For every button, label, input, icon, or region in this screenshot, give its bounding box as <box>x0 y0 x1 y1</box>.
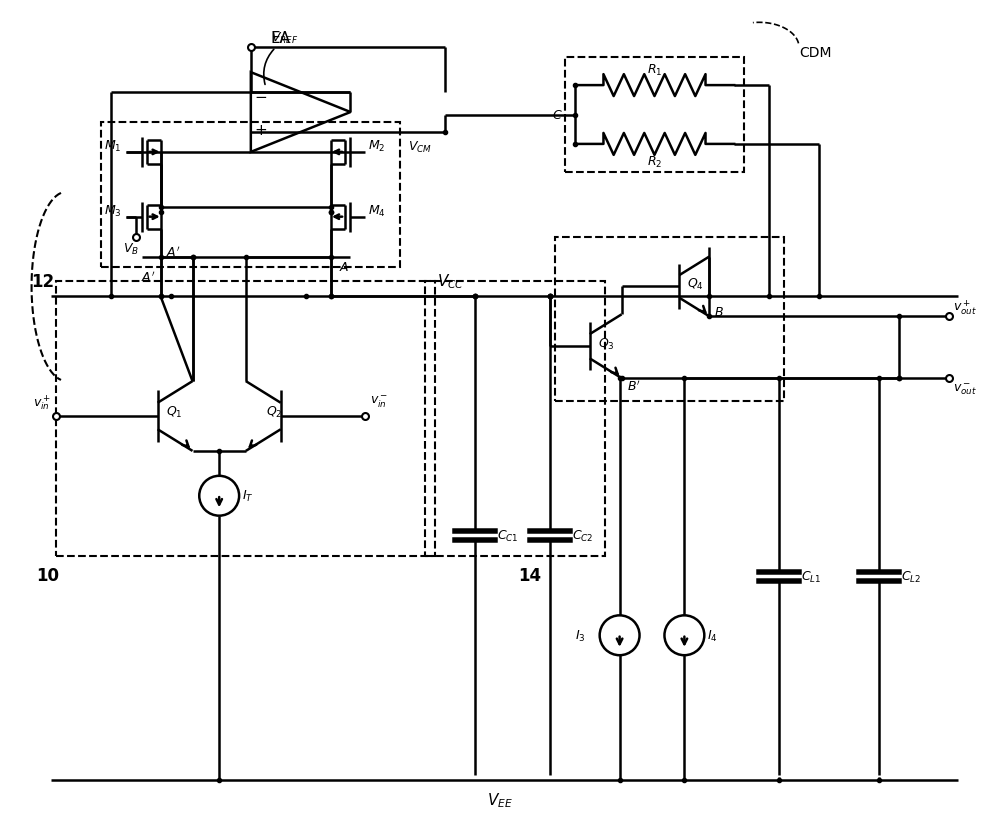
Text: $M_1$: $M_1$ <box>104 139 121 155</box>
Text: $Q_4$: $Q_4$ <box>687 277 704 292</box>
Text: $-$: $-$ <box>254 88 267 103</box>
Text: CDM: CDM <box>799 46 832 60</box>
Text: $A$: $A$ <box>339 261 349 273</box>
Text: $+$: $+$ <box>254 123 267 138</box>
Text: $I_T$: $I_T$ <box>242 488 254 503</box>
Text: $v_{out}^+$: $v_{out}^+$ <box>953 298 977 316</box>
Text: $Q_2$: $Q_2$ <box>266 404 282 419</box>
Text: $V_{REF}$: $V_{REF}$ <box>271 31 298 46</box>
Text: $A'$: $A'$ <box>141 270 156 284</box>
Text: $M_3$: $M_3$ <box>104 204 121 219</box>
Text: 10: 10 <box>37 567 60 584</box>
Text: $Q_3$: $Q_3$ <box>598 336 614 351</box>
Text: $V_{CC}$: $V_{CC}$ <box>437 272 464 290</box>
Text: $Q_1$: $Q_1$ <box>166 404 182 419</box>
Text: $I_4$: $I_4$ <box>707 628 718 643</box>
Text: 12: 12 <box>32 273 55 291</box>
Text: $B$: $B$ <box>714 305 724 319</box>
Text: $v_{out}^-$: $v_{out}^-$ <box>953 380 977 396</box>
Text: $C$: $C$ <box>552 109 563 122</box>
Text: $V_{CM}$: $V_{CM}$ <box>408 140 432 155</box>
Text: $R_1$: $R_1$ <box>647 63 662 78</box>
Text: $v_{in}^-$: $v_{in}^-$ <box>370 394 388 410</box>
Text: EA: EA <box>271 31 291 46</box>
Text: $C_{L1}$: $C_{L1}$ <box>801 569 821 584</box>
Text: $C_{L2}$: $C_{L2}$ <box>901 569 921 584</box>
Text: $V_B$: $V_B$ <box>123 242 139 257</box>
Text: $M_2$: $M_2$ <box>368 139 386 155</box>
Bar <box>56 282 435 556</box>
Text: $C_{C1}$: $C_{C1}$ <box>497 528 519 543</box>
Text: $M_4$: $M_4$ <box>368 204 386 219</box>
Text: $v_{in}^+$: $v_{in}^+$ <box>33 392 51 411</box>
Bar <box>555 237 784 401</box>
Text: $R_2$: $R_2$ <box>647 155 662 171</box>
Text: $V_{EE}$: $V_{EE}$ <box>487 790 513 809</box>
Text: 14: 14 <box>518 567 541 584</box>
Bar <box>101 123 400 268</box>
Bar <box>565 59 744 172</box>
Text: $C_{C2}$: $C_{C2}$ <box>572 528 593 543</box>
Bar <box>425 282 605 556</box>
Text: $B'$: $B'$ <box>627 380 640 394</box>
Text: $A'$: $A'$ <box>166 245 180 259</box>
Text: $I_3$: $I_3$ <box>575 628 585 643</box>
